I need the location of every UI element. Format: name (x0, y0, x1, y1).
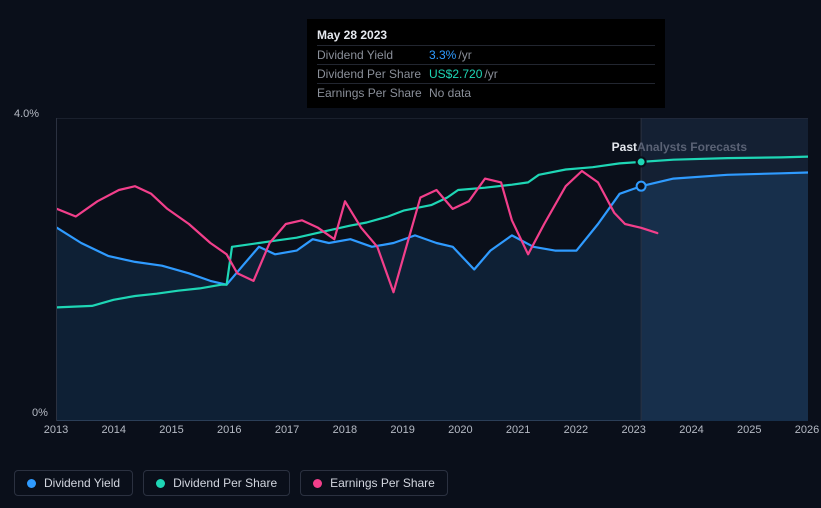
x-tick-label: 2025 (737, 424, 761, 436)
forecast-label: Analysts Forecasts (637, 140, 747, 154)
plot-region[interactable]: Past Analysts Forecasts (56, 118, 807, 421)
x-tick-label: 2020 (448, 424, 472, 436)
tooltip-row-dividend-yield: Dividend Yield 3.3% /yr (317, 45, 655, 64)
x-tick-label: 2017 (275, 424, 299, 436)
legend-label: Dividend Per Share (173, 476, 277, 490)
x-tick-label: 2023 (621, 424, 645, 436)
legend-dot-icon (313, 479, 322, 488)
legend: Dividend Yield Dividend Per Share Earnin… (14, 470, 448, 496)
tooltip-label: Earnings Per Share (317, 86, 429, 100)
x-tick-label: 2013 (44, 424, 68, 436)
legend-item-dividend-yield[interactable]: Dividend Yield (14, 470, 133, 496)
tooltip-value: 3.3% (429, 48, 456, 62)
x-tick-label: 2022 (564, 424, 588, 436)
x-tick-label: 2021 (506, 424, 530, 436)
y-axis-bottom-label: 0% (32, 407, 48, 419)
x-axis-labels: 2013201420152016201720182019202020212022… (56, 424, 807, 440)
legend-label: Earnings Per Share (330, 476, 435, 490)
x-tick-label: 2019 (390, 424, 414, 436)
legend-item-dividend-per-share[interactable]: Dividend Per Share (143, 470, 290, 496)
past-label: Past (612, 140, 637, 154)
tooltip-value: US$2.720 (429, 67, 482, 81)
x-tick-label: 2016 (217, 424, 241, 436)
x-tick-label: 2018 (333, 424, 357, 436)
tooltip-unit: /yr (484, 67, 497, 81)
x-tick-label: 2014 (102, 424, 126, 436)
y-axis-top-label: 4.0% (14, 108, 39, 120)
legend-item-earnings-per-share[interactable]: Earnings Per Share (300, 470, 448, 496)
tooltip-date: May 28 2023 (317, 25, 655, 45)
legend-label: Dividend Yield (44, 476, 120, 490)
x-tick-label: 2024 (679, 424, 703, 436)
tooltip-row-earnings-per-share: Earnings Per Share No data (317, 83, 655, 102)
x-tick-label: 2015 (159, 424, 183, 436)
legend-dot-icon (27, 479, 36, 488)
tooltip-value: No data (429, 86, 471, 100)
tooltip-unit: /yr (458, 48, 471, 62)
tooltip-row-dividend-per-share: Dividend Per Share US$2.720 /yr (317, 64, 655, 83)
legend-dot-icon (156, 479, 165, 488)
chart-svg (57, 118, 808, 421)
tooltip-label: Dividend Per Share (317, 67, 429, 81)
chart-area: 4.0% 0% Past Analysts Forecasts 2013 2014… (14, 104, 807, 444)
x-tick-label: 2026 (795, 424, 819, 436)
chart-tooltip: May 28 2023 Dividend Yield 3.3% /yr Divi… (307, 19, 665, 108)
tooltip-label: Dividend Yield (317, 48, 429, 62)
